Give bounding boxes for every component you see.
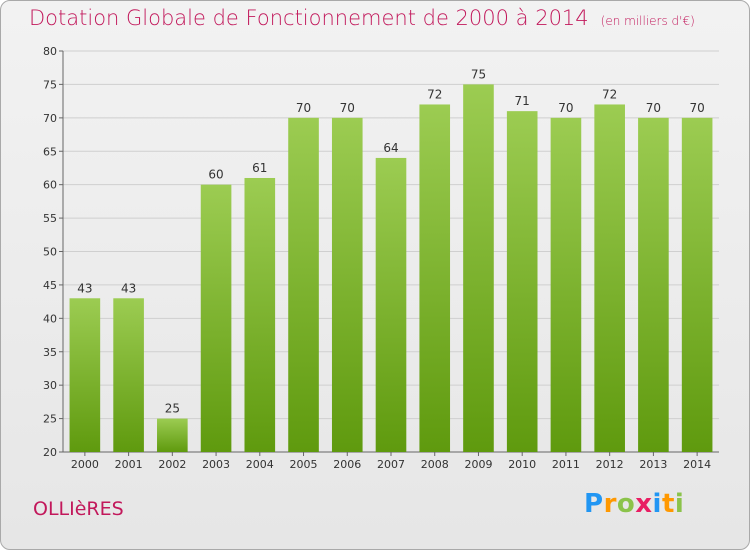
x-tick-label: 2012 bbox=[596, 458, 624, 471]
bar-value-label: 25 bbox=[165, 402, 180, 416]
bar-value-label: 60 bbox=[208, 168, 223, 182]
chart-title: Dotation Globale de Fonctionnement de 20… bbox=[29, 6, 695, 30]
chart-subtitle: (en milliers d'€) bbox=[600, 14, 695, 28]
x-tick-label: 2008 bbox=[421, 458, 449, 471]
logo-letter: r bbox=[603, 489, 617, 519]
bar bbox=[113, 298, 144, 452]
x-tick-label: 2002 bbox=[158, 458, 186, 471]
bar bbox=[419, 104, 451, 452]
bars bbox=[69, 84, 713, 453]
bar bbox=[506, 111, 538, 453]
logo-letter: t bbox=[661, 489, 675, 519]
bar bbox=[638, 117, 669, 452]
logo-letter: x bbox=[635, 489, 653, 519]
y-tick-label: 40 bbox=[43, 312, 57, 325]
x-tick-label: 2011 bbox=[552, 458, 580, 471]
bar-value-label: 70 bbox=[689, 101, 704, 115]
chart-title-text: Dotation Globale de Fonctionnement de 20… bbox=[29, 6, 589, 30]
bar-value-label: 72 bbox=[602, 87, 617, 101]
logo-letter: P bbox=[584, 489, 604, 519]
y-tick-label: 65 bbox=[43, 145, 57, 158]
bar bbox=[331, 117, 363, 452]
bar bbox=[594, 104, 625, 452]
x-tick-label: 2009 bbox=[464, 458, 492, 471]
x-tick-label: 2014 bbox=[683, 458, 711, 471]
commune-name: OLLIèRES bbox=[33, 498, 124, 520]
bar-value-label: 64 bbox=[383, 141, 398, 155]
x-tick-label: 2001 bbox=[115, 458, 143, 471]
y-tick-label: 20 bbox=[43, 446, 57, 459]
bar bbox=[200, 184, 232, 452]
y-tick-label: 30 bbox=[43, 379, 57, 392]
bar-value-label: 70 bbox=[558, 101, 573, 115]
bar bbox=[288, 117, 319, 452]
y-tick-label: 80 bbox=[43, 45, 57, 58]
bar bbox=[69, 298, 101, 452]
y-tick-label: 75 bbox=[43, 78, 57, 91]
x-tick-label: 2005 bbox=[290, 458, 318, 471]
bar-value-label: 70 bbox=[646, 101, 661, 115]
x-tick-label: 2007 bbox=[377, 458, 405, 471]
x-tick-label: 2013 bbox=[639, 458, 667, 471]
bar-value-label: 70 bbox=[340, 101, 355, 115]
y-tick-label: 45 bbox=[43, 279, 57, 292]
bar-value-label: 43 bbox=[121, 281, 136, 295]
bar bbox=[375, 157, 407, 452]
y-tick-label: 25 bbox=[43, 413, 57, 426]
y-tick-label: 70 bbox=[43, 112, 57, 125]
y-tick-label: 55 bbox=[43, 212, 57, 225]
logo-letter: i bbox=[652, 489, 662, 519]
y-tick-label: 50 bbox=[43, 246, 57, 259]
bar-value-label: 70 bbox=[296, 101, 311, 115]
bar bbox=[550, 117, 582, 452]
x-tick-label: 2006 bbox=[333, 458, 361, 471]
x-tick-label: 2004 bbox=[246, 458, 274, 471]
proxiti-logo: Proxiti bbox=[584, 489, 684, 519]
y-tick-label: 60 bbox=[43, 179, 57, 192]
bar-value-label: 43 bbox=[77, 281, 92, 295]
y-tick-label: 35 bbox=[43, 346, 57, 359]
bar-value-label: 71 bbox=[515, 94, 530, 108]
bar-value-label: 61 bbox=[252, 161, 267, 175]
bar-value-label: 75 bbox=[471, 67, 486, 81]
logo-letter: i bbox=[674, 489, 685, 519]
bar bbox=[157, 418, 188, 452]
x-tick-label: 2010 bbox=[508, 458, 536, 471]
labels: 20 25 30 35 40 45 50 55 60 65 70 75 80 43 2000 43 2001 25… bbox=[43, 45, 711, 471]
x-tick-label: 2003 bbox=[202, 458, 230, 471]
logo-letter: o bbox=[616, 489, 636, 519]
bar bbox=[463, 84, 494, 453]
bar-value-label: 72 bbox=[427, 87, 442, 101]
bar bbox=[681, 117, 713, 452]
bar bbox=[244, 177, 276, 452]
x-tick-label: 2000 bbox=[71, 458, 99, 471]
